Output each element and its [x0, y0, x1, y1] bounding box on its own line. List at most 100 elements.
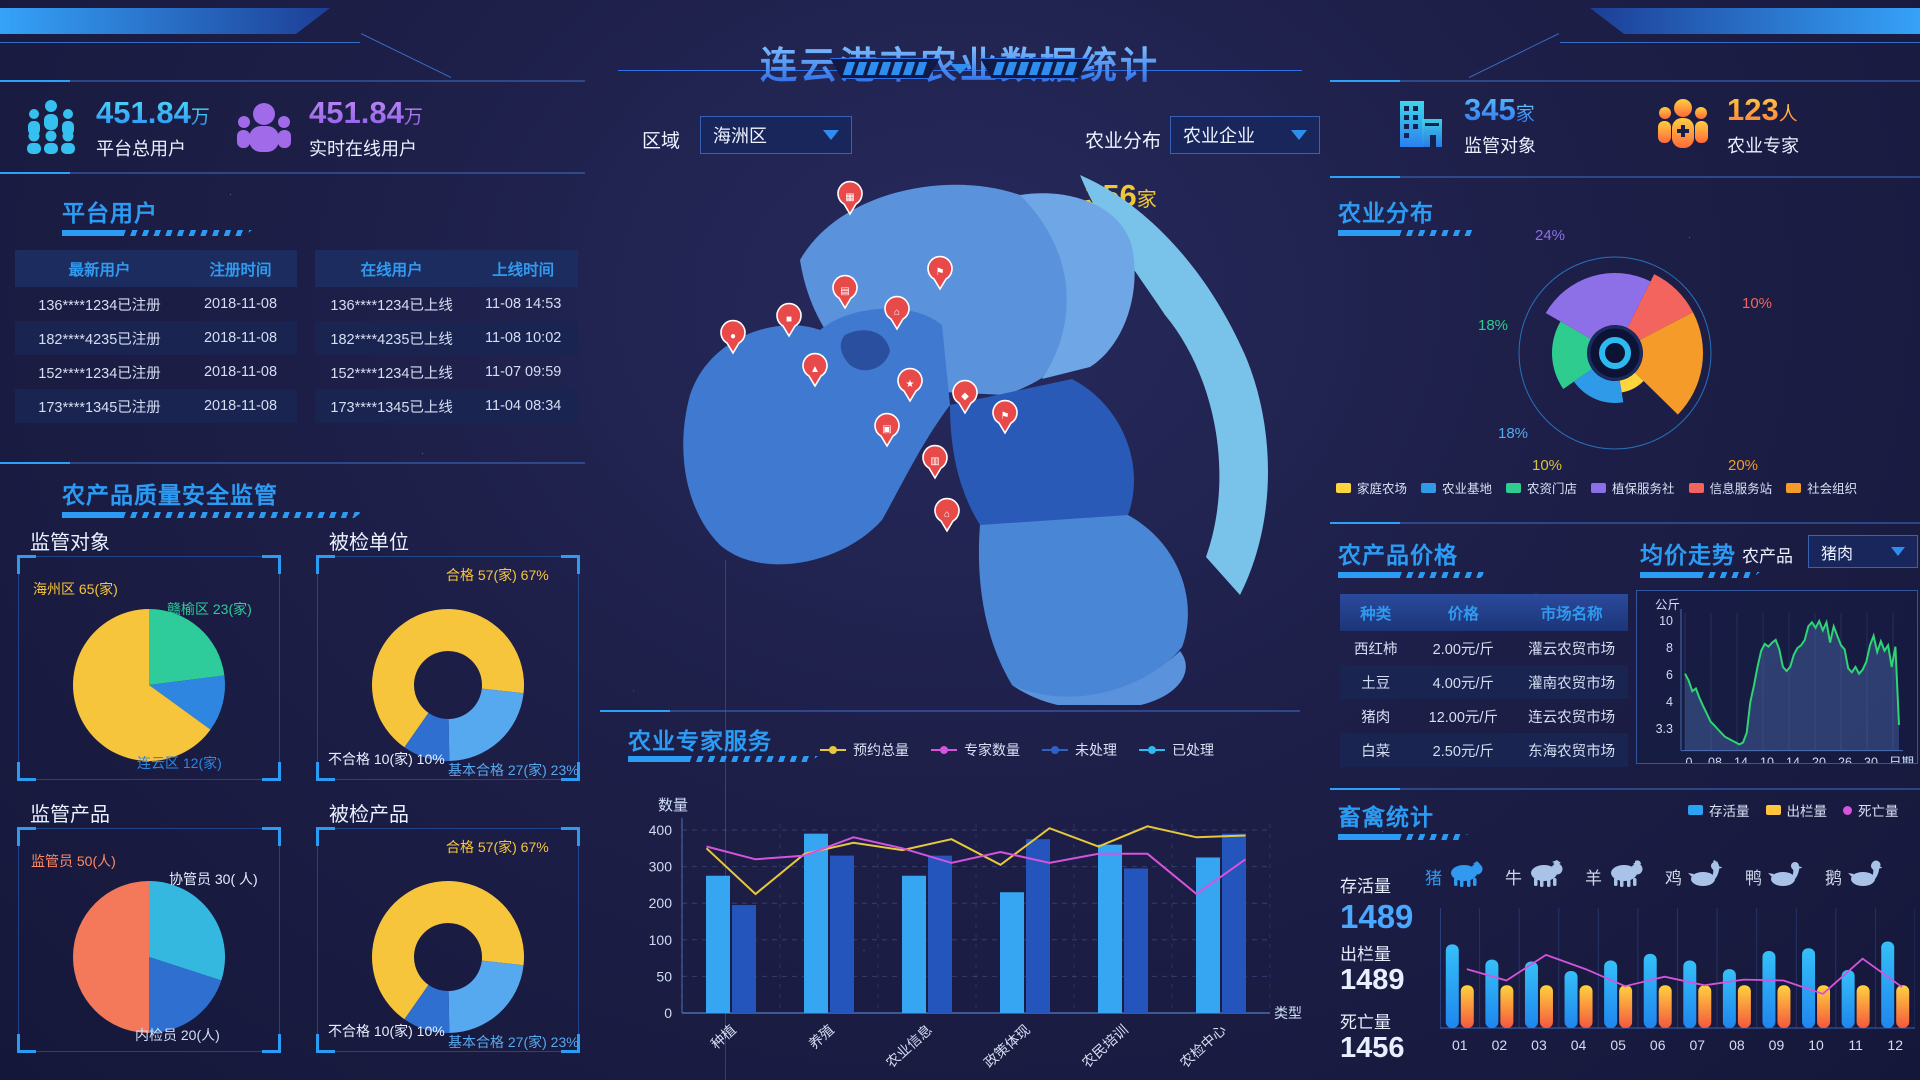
map-region[interactable]: [978, 515, 1188, 698]
bar-slaughter[interactable]: [1737, 985, 1751, 1028]
svg-text:05: 05: [1610, 1037, 1626, 1053]
price-table-title: 农产品价格: [1338, 542, 1458, 568]
legend-item[interactable]: 农业基地: [1421, 478, 1492, 497]
bar-processed[interactable]: [1196, 857, 1220, 1013]
bar-slaughter[interactable]: [1658, 985, 1672, 1028]
bar-unprocessed[interactable]: [830, 855, 854, 1013]
map-region[interactable]: [1080, 175, 1269, 595]
bar-processed[interactable]: [804, 833, 828, 1013]
bar-slaughter[interactable]: [1460, 985, 1474, 1028]
bar-alive[interactable]: [1604, 960, 1618, 1028]
animal-tab-cow[interactable]: 牛: [1505, 860, 1564, 892]
rose-slice[interactable]: [1619, 372, 1644, 393]
rose-slice[interactable]: [1627, 274, 1693, 341]
pie-slice[interactable]: [404, 712, 450, 762]
bar-unprocessed[interactable]: [1026, 839, 1050, 1013]
animal-tab-pig[interactable]: 猪: [1425, 860, 1484, 892]
pie-slice[interactable]: [372, 609, 525, 748]
bar-processed[interactable]: [1000, 892, 1024, 1013]
animal-tab-chicken[interactable]: 鸡: [1665, 860, 1723, 893]
legend-item[interactable]: 死亡量: [1843, 800, 1899, 820]
bar-processed[interactable]: [1098, 844, 1122, 1013]
region-select[interactable]: 海洲区: [700, 116, 852, 154]
bar-alive[interactable]: [1445, 944, 1459, 1028]
bar-slaughter[interactable]: [1539, 985, 1553, 1028]
map-pin[interactable]: ▦: [837, 180, 863, 216]
pie-slice[interactable]: [372, 881, 525, 1020]
legend-item[interactable]: 农资门店: [1506, 478, 1577, 497]
map-pin[interactable]: ▲: [802, 352, 828, 388]
map-pin[interactable]: ★: [897, 367, 923, 403]
map-region[interactable]: [840, 330, 890, 371]
dist-select[interactable]: 农业企业: [1170, 116, 1320, 154]
map-region[interactable]: [1020, 193, 1135, 379]
bar-slaughter[interactable]: [1619, 985, 1633, 1028]
bar-unprocessed[interactable]: [928, 855, 952, 1013]
bar-processed[interactable]: [902, 875, 926, 1013]
legend-item[interactable]: 家庭农场: [1336, 478, 1407, 497]
pie-slice[interactable]: [149, 881, 226, 981]
map-region[interactable]: [1012, 651, 1186, 710]
legend-item[interactable]: 预约总量: [820, 740, 909, 760]
table-cell: 2.50元/斤: [1432, 743, 1494, 760]
rose-slice[interactable]: [1635, 312, 1704, 415]
legend-item[interactable]: 已处理: [1139, 740, 1214, 760]
map-pin[interactable]: ⚑: [992, 399, 1018, 435]
bar-slaughter[interactable]: [1579, 985, 1593, 1028]
bar-alive[interactable]: [1564, 971, 1578, 1028]
animal-tab-goose[interactable]: 鹅: [1825, 860, 1883, 893]
bar-unprocessed[interactable]: [1222, 833, 1246, 1013]
legend-item[interactable]: 未处理: [1042, 740, 1117, 760]
map-pin[interactable]: ⚑: [927, 255, 953, 291]
legend-item[interactable]: 专家数量: [931, 740, 1020, 760]
rose-slice[interactable]: [1573, 368, 1624, 404]
corner-decor: [262, 762, 281, 781]
legend-item[interactable]: 存活量: [1688, 800, 1750, 820]
bar-slaughter[interactable]: [1777, 985, 1791, 1028]
bar-alive[interactable]: [1722, 969, 1736, 1028]
svg-text:农业信息: 农业信息: [883, 1021, 935, 1070]
bar-slaughter[interactable]: [1856, 985, 1870, 1028]
table-row: 猪肉 12.00元/斤 连云农贸市场: [1340, 699, 1628, 733]
bar-alive[interactable]: [1683, 960, 1697, 1028]
pie-slice[interactable]: [73, 881, 149, 1033]
animal-tab-duck[interactable]: 鸭: [1745, 860, 1803, 893]
legend-item[interactable]: 出栏量: [1765, 800, 1827, 820]
map-pin[interactable]: ●: [720, 319, 746, 355]
pie-slice[interactable]: [448, 960, 524, 1033]
legend-item[interactable]: 植保服务社: [1591, 478, 1675, 497]
bar-alive[interactable]: [1524, 961, 1538, 1029]
bar-unprocessed[interactable]: [732, 905, 756, 1013]
animal-tab-sheep[interactable]: 羊: [1585, 860, 1644, 892]
legend-item[interactable]: 信息服务站: [1688, 478, 1772, 497]
pie-slice[interactable]: [149, 675, 226, 730]
bar-slaughter[interactable]: [1698, 985, 1712, 1028]
bar-alive[interactable]: [1643, 953, 1657, 1028]
bar-alive[interactable]: [1841, 970, 1855, 1028]
bar-slaughter[interactable]: [1817, 985, 1831, 1028]
bar-slaughter[interactable]: [1896, 985, 1910, 1028]
trend-select[interactable]: 猪肉: [1808, 535, 1918, 568]
map-pin[interactable]: ⌂: [934, 497, 960, 533]
pie-slice[interactable]: [448, 688, 524, 761]
pie-slice[interactable]: [73, 609, 211, 761]
bar-slaughter[interactable]: [1500, 985, 1514, 1028]
map-pin[interactable]: ▥: [922, 444, 948, 480]
rose-slice[interactable]: [1552, 321, 1593, 389]
bar-alive[interactable]: [1485, 959, 1499, 1028]
map-pin[interactable]: ⌂: [884, 295, 910, 331]
map-pin[interactable]: ■: [776, 302, 802, 338]
bar-processed[interactable]: [706, 875, 730, 1013]
bar-unprocessed[interactable]: [1124, 868, 1148, 1013]
legend-item[interactable]: 社会组织: [1786, 478, 1857, 497]
map-pin[interactable]: ◆: [952, 379, 978, 415]
map-region[interactable]: [683, 308, 950, 565]
rose-slice[interactable]: [1545, 272, 1651, 339]
map-pin[interactable]: ▤: [832, 274, 858, 310]
bar-alive[interactable]: [1762, 951, 1776, 1028]
pie-slice[interactable]: [149, 609, 225, 685]
map-pin[interactable]: ▣: [874, 412, 900, 448]
pie-slice[interactable]: [404, 984, 450, 1034]
pie-slice[interactable]: [149, 957, 222, 1033]
bar-alive[interactable]: [1881, 941, 1895, 1028]
